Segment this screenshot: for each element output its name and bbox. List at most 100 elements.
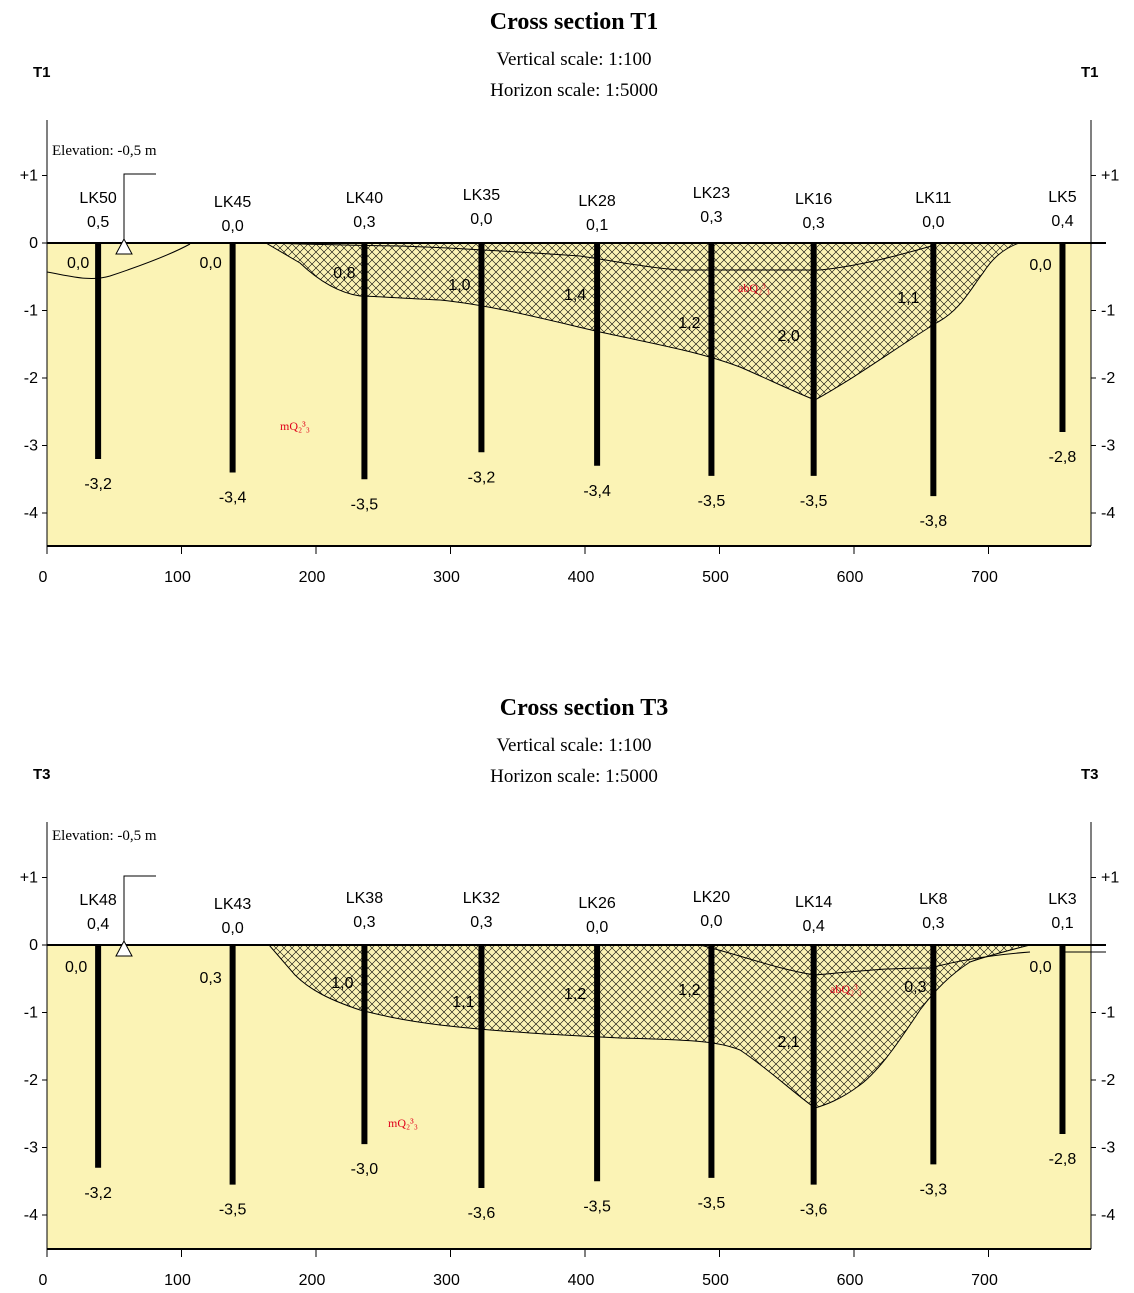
x-tick-label: 300 bbox=[433, 1272, 460, 1289]
hatched-deposit bbox=[264, 242, 1020, 401]
section-title: Cross section T3 bbox=[500, 695, 668, 721]
horizon-scale-label: Horizon scale: 1:5000 bbox=[490, 80, 658, 101]
left-tick-label: 0 bbox=[29, 937, 38, 954]
well-layer-depth: 1,0 bbox=[331, 975, 353, 992]
well-name-label: LK23 bbox=[693, 185, 730, 202]
right-tick-group: +1 -1 -2 -3 -4 bbox=[1091, 870, 1119, 1224]
well-layer-depth: 0,0 bbox=[67, 255, 89, 272]
horizon-scale-label: Horizon scale: 1:5000 bbox=[490, 766, 658, 787]
left-tick-label: +1 bbox=[20, 168, 38, 185]
well-name-label: LK50 bbox=[79, 190, 116, 207]
well-layer-depth: 0,0 bbox=[1029, 959, 1051, 976]
left-tick-label: 0 bbox=[29, 235, 38, 252]
well-bottom-elevation: -3,2 bbox=[84, 1185, 112, 1202]
well-bottom-elevation: -3,5 bbox=[219, 1202, 247, 1219]
well-bottom-elevation: -3,0 bbox=[351, 1161, 379, 1178]
left-tick-label: -3 bbox=[24, 1140, 38, 1157]
corner-label-left: T1 bbox=[33, 64, 51, 81]
well-bottom-elevation: -3,5 bbox=[800, 493, 828, 510]
well-top-elevation: 0,3 bbox=[922, 915, 944, 932]
well-layer-depth: 0,8 bbox=[333, 265, 355, 282]
x-tick-label: 200 bbox=[299, 1272, 326, 1289]
well-name-label: LK48 bbox=[79, 892, 116, 909]
well-layer-depth: 0,3 bbox=[199, 970, 221, 987]
well-name-label: LK8 bbox=[919, 891, 948, 908]
well-top-elevation: 0,0 bbox=[221, 218, 243, 235]
vertical-scale-label: Vertical scale: 1:100 bbox=[496, 735, 651, 756]
well-name-label: LK3 bbox=[1048, 891, 1077, 908]
well-top-elevation: 0,0 bbox=[700, 913, 722, 930]
well-top-elevation: 0,0 bbox=[922, 214, 944, 231]
well-bottom-elevation: -3,6 bbox=[468, 1205, 496, 1222]
elevation-marker-line bbox=[123, 875, 156, 945]
right-tick-label: +1 bbox=[1101, 870, 1119, 887]
left-tick-group: +1 0 -1 -2 -3 -4 bbox=[20, 870, 47, 1224]
x-tick-label: 100 bbox=[164, 569, 191, 586]
well-top-elevation: 0,4 bbox=[87, 916, 109, 933]
well-name-label: LK38 bbox=[346, 890, 383, 907]
well-layer-depth: 1,1 bbox=[897, 290, 919, 307]
well-bottom-elevation: -3,3 bbox=[920, 1181, 948, 1198]
well-name-label: LK43 bbox=[214, 896, 251, 913]
well-top-elevation: 0,3 bbox=[470, 914, 492, 931]
well-name-label: LK26 bbox=[578, 895, 615, 912]
x-tick-label: 400 bbox=[568, 569, 595, 586]
right-tick-label: -3 bbox=[1101, 438, 1115, 455]
x-tick-label: 0 bbox=[39, 569, 48, 586]
well-name-label: LK32 bbox=[463, 890, 500, 907]
geo-label-upper: abQ₂³₃ bbox=[830, 982, 862, 996]
well-top-elevation: 0,4 bbox=[803, 918, 825, 935]
elevation-marker-triangle bbox=[115, 939, 133, 957]
right-tick-label: -4 bbox=[1101, 505, 1115, 522]
well-name-label: LK5 bbox=[1048, 189, 1077, 206]
corner-label-right: T3 bbox=[1081, 766, 1099, 783]
x-tick-label: 700 bbox=[971, 569, 998, 586]
well-bottom-elevation: -3,5 bbox=[351, 496, 379, 513]
left-tick-label: -3 bbox=[24, 438, 38, 455]
well-layer-depth: 1,2 bbox=[564, 986, 586, 1003]
right-tick-label: -3 bbox=[1101, 1140, 1115, 1157]
well-layer-depth: 1,1 bbox=[452, 994, 474, 1011]
right-tick-label: -1 bbox=[1101, 1005, 1115, 1022]
left-tick-label: -2 bbox=[24, 1072, 38, 1089]
well-layer-depth: 0,0 bbox=[1029, 257, 1051, 274]
well-bottom-elevation: -2,8 bbox=[1049, 449, 1077, 466]
x-tick-group: 0 100 200 300 400 500 600 700 bbox=[39, 1249, 998, 1289]
well-name-label: LK40 bbox=[346, 190, 383, 207]
left-tick-label: -4 bbox=[24, 505, 38, 522]
well-bottom-elevation: -3,6 bbox=[800, 1202, 828, 1219]
hatched-deposit-top-line bbox=[265, 242, 936, 271]
geo-label-lower: mQ₂³₃ bbox=[280, 419, 310, 433]
wells-group: LK50 0,5 0,0 -3,2 LK45 0,0 0,0 -3,4 LK40 0,3 0,8 -3… bbox=[67, 185, 1077, 530]
well-name-label: LK11 bbox=[915, 190, 951, 207]
cross-section-t3: Cross section T3 Vertical scale: 1:100 H… bbox=[20, 695, 1120, 1289]
right-tick-label: +1 bbox=[1101, 168, 1119, 185]
right-tick-label: -2 bbox=[1101, 370, 1115, 387]
geo-label-lower: mQ₂³₃ bbox=[388, 1116, 418, 1130]
well-top-elevation: 0,0 bbox=[221, 920, 243, 937]
well-layer-depth: 1,0 bbox=[448, 277, 470, 294]
well-bottom-elevation: -3,4 bbox=[219, 490, 247, 507]
left-tick-group: +1 0 -1 -2 -3 -4 bbox=[20, 168, 47, 522]
well-name-label: LK20 bbox=[693, 889, 730, 906]
x-tick-group: 0 100 200 300 400 500 600 700 bbox=[39, 546, 998, 586]
well-top-elevation: 0,3 bbox=[353, 214, 375, 231]
well-top-elevation: 0,5 bbox=[87, 214, 109, 231]
right-tick-label: -2 bbox=[1101, 1072, 1115, 1089]
elevation-label: Elevation: -0,5 m bbox=[52, 143, 157, 159]
well-layer-depth: 2,1 bbox=[778, 1034, 800, 1051]
left-tick-label: -2 bbox=[24, 370, 38, 387]
well-top-elevation: 0,3 bbox=[353, 914, 375, 931]
well-layer-depth: 1,2 bbox=[678, 315, 700, 332]
well-layer-depth: 0,3 bbox=[904, 979, 926, 996]
well-layer-depth: 0,0 bbox=[65, 959, 87, 976]
corner-label-left: T3 bbox=[33, 766, 51, 783]
elevation-label: Elevation: -0,5 m bbox=[52, 828, 157, 844]
well-top-elevation: 0,0 bbox=[470, 211, 492, 228]
x-tick-label: 100 bbox=[164, 1272, 191, 1289]
well-top-elevation: 0,3 bbox=[803, 215, 825, 232]
x-tick-label: 500 bbox=[702, 569, 729, 586]
x-tick-label: 200 bbox=[299, 569, 326, 586]
wells-group: LK48 0,4 0,0 -3,2 LK43 0,0 0,3 -3,5 LK38 0,3 1,0 -3… bbox=[65, 889, 1077, 1222]
